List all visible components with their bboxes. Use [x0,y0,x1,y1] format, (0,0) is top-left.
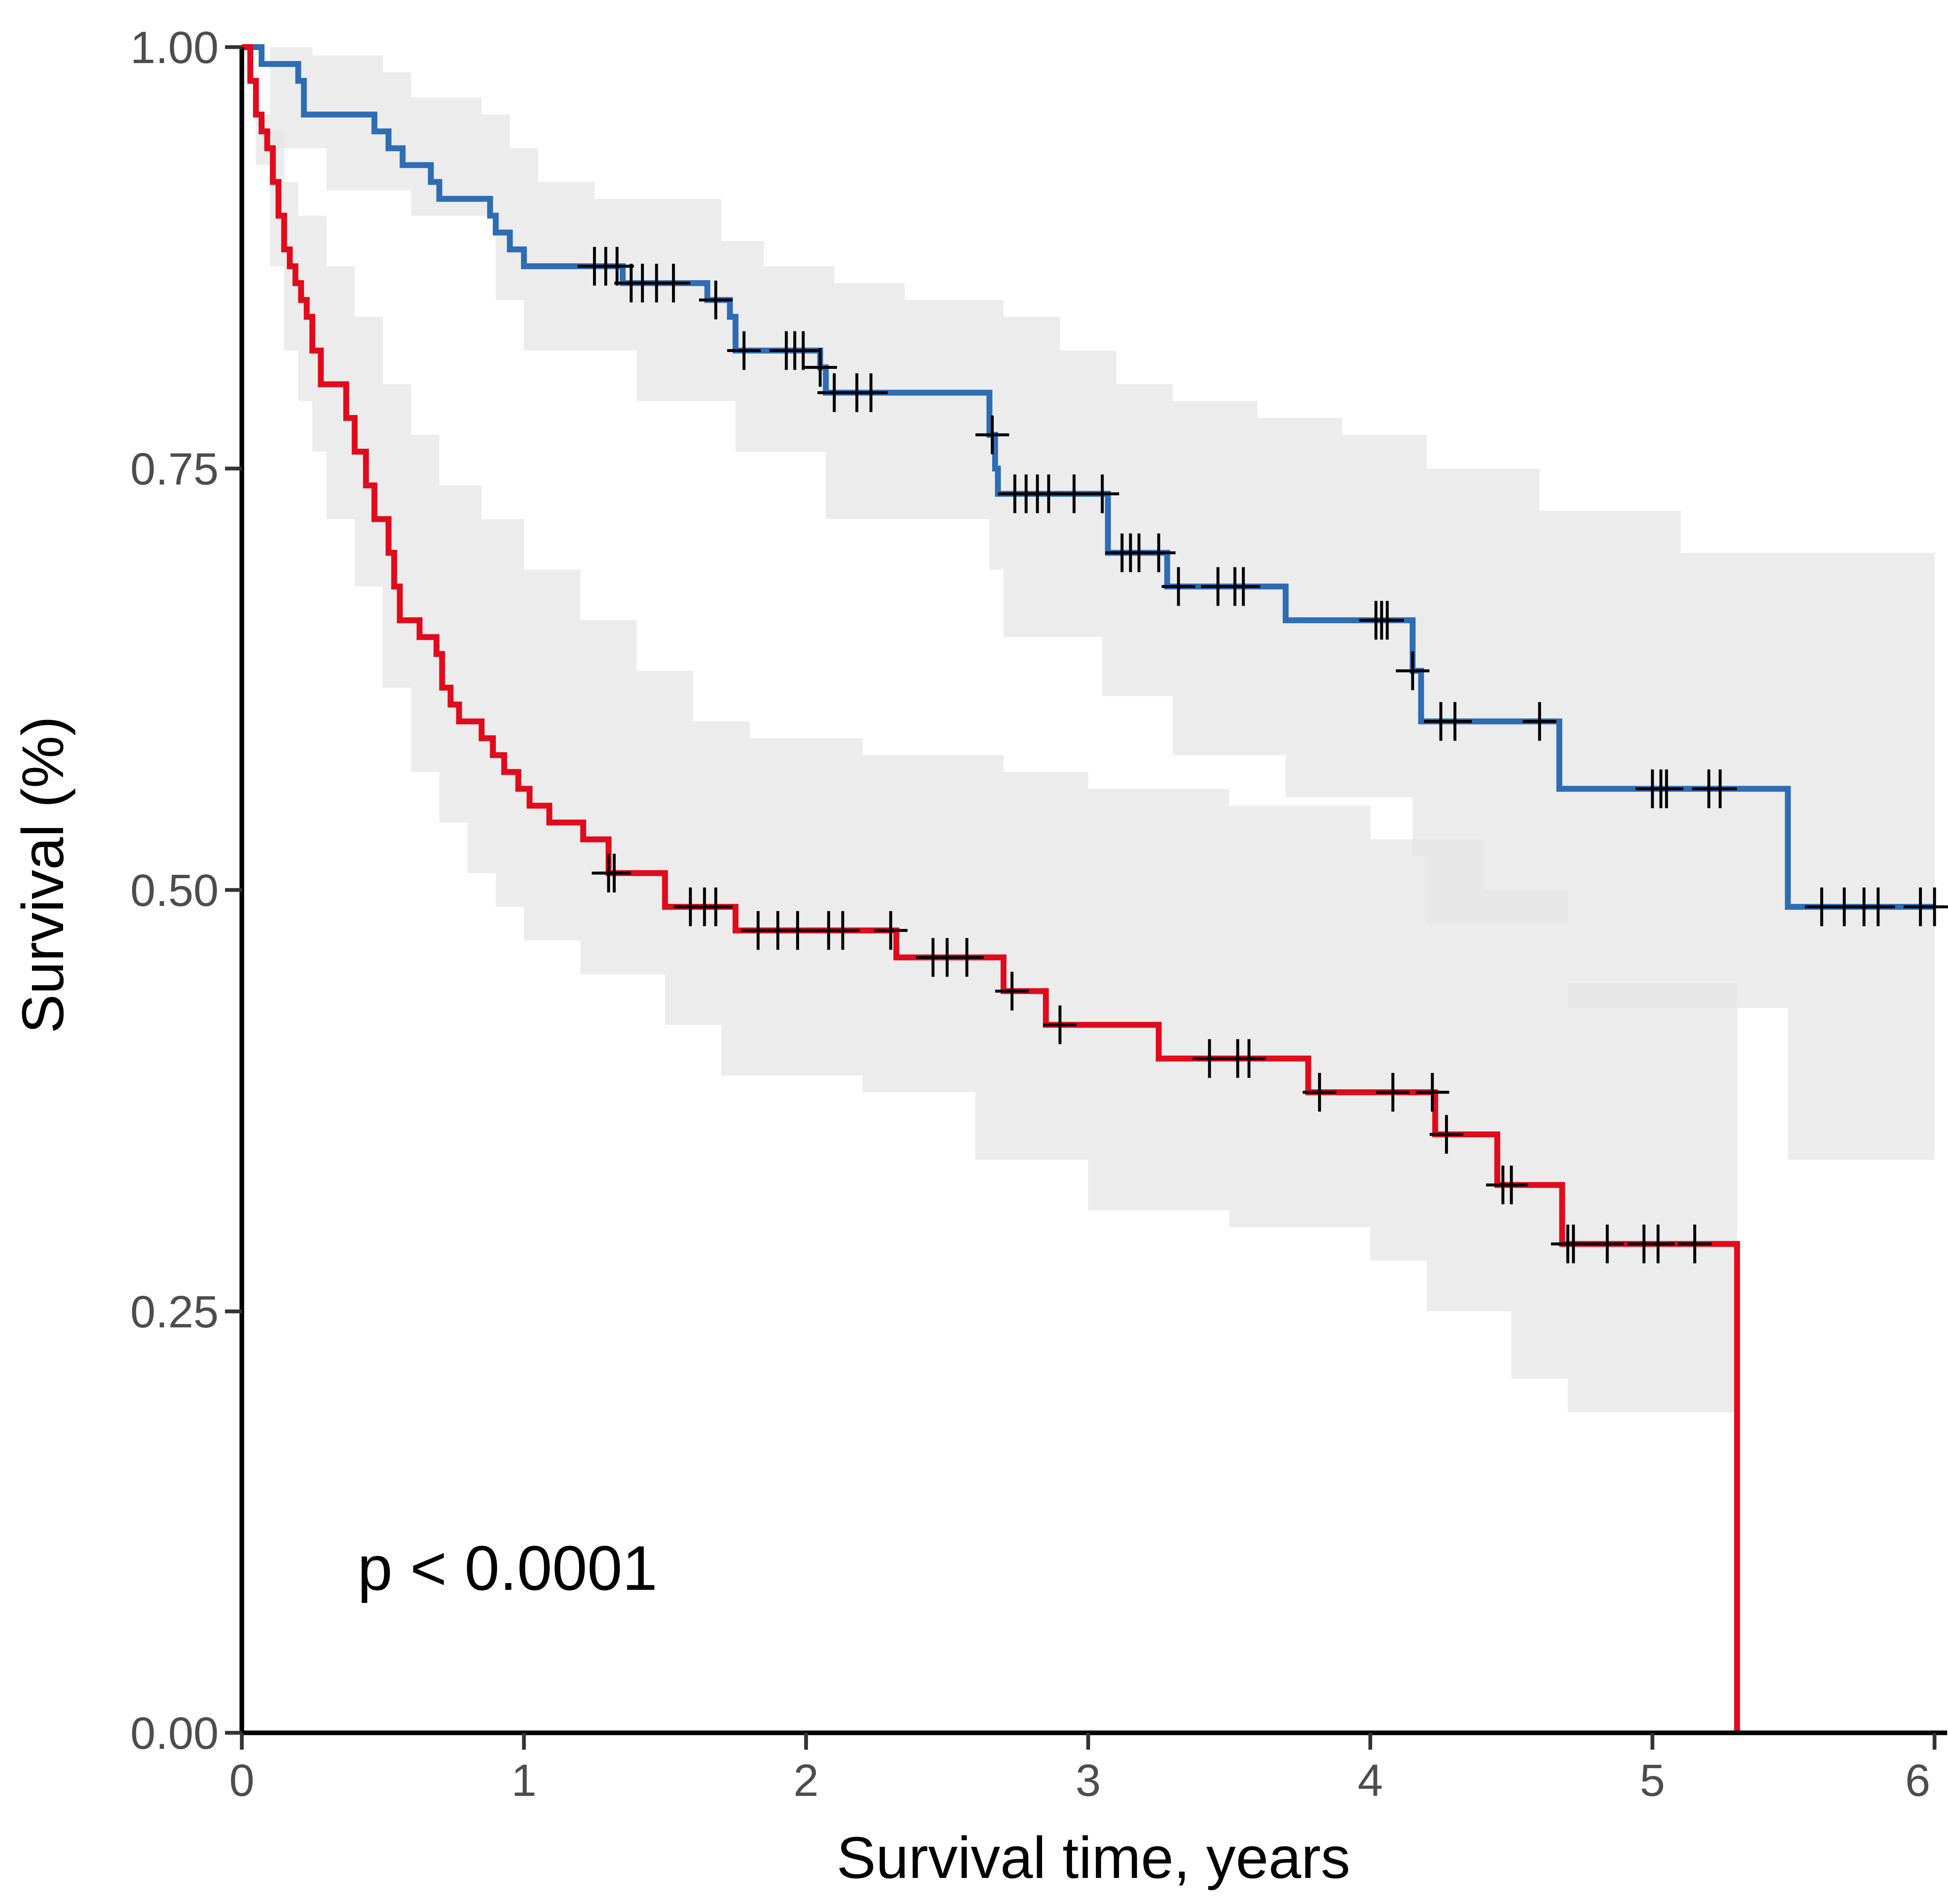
censor-mark [995,972,1029,1011]
y-tick-label: 0.50 [130,865,219,916]
censor-mark [975,415,1009,454]
p-value-annotation: p < 0.0001 [357,1533,657,1603]
censor-mark [1415,1072,1449,1112]
censor-mark [727,331,761,370]
censor-mark [1556,1224,1591,1263]
x-tick-label: 3 [1075,1755,1101,1806]
censor-marks [577,247,1948,1263]
x-tick-label: 6 [1905,1755,1930,1806]
censor-mark [1085,474,1120,514]
censor-mark [600,247,634,286]
censor-mark [1429,1115,1464,1154]
y-axis-title: Survival (%) [10,716,76,1034]
censor-mark [1043,1005,1077,1044]
censor-mark [656,264,691,303]
censor-mark [597,853,631,892]
y-tick-label: 0.75 [130,443,219,494]
confidence-bands [242,47,1935,1413]
censor-mark [1232,1039,1266,1078]
censor-mark [1302,1072,1337,1112]
censor-mark [1438,702,1472,741]
censor-mark [1395,651,1429,690]
censor-mark [873,911,908,950]
censor-mark [826,911,860,950]
censor-mark [1057,474,1091,514]
censor-mark [786,331,820,370]
censor-mark [1494,1165,1528,1205]
x-tick-label: 5 [1640,1755,1665,1806]
x-tick-label: 2 [794,1755,819,1806]
ci-band-series-2 [242,47,1737,1413]
x-tick-label: 0 [229,1755,254,1806]
censor-mark [1370,601,1404,640]
x-axis-title: Survival time, years [836,1825,1350,1891]
censor-mark [1678,1224,1712,1263]
censor-mark [1192,1039,1226,1078]
censor-mark [781,911,815,950]
censor-mark [854,373,888,412]
censor-mark [1703,769,1737,808]
censor-mark [1142,533,1176,572]
censor-mark [803,348,837,387]
censor-mark [699,887,733,927]
censor-mark [1226,567,1260,606]
censor-mark [1641,1224,1675,1263]
x-tick-label: 1 [511,1755,537,1806]
axes: 0.00 0.25 0.50 0.75 1.00 0 1 2 3 4 5 6 [130,22,1947,1806]
y-tick-label: 0.00 [130,1708,219,1758]
x-tick-label: 4 [1358,1755,1383,1806]
censor-mark [1649,769,1683,808]
censor-mark [1376,1072,1410,1112]
censor-mark [1162,567,1196,606]
censor-mark [1522,702,1556,741]
censor-mark [1918,887,1948,927]
ci-band-series-1 [242,47,1935,1160]
censor-mark [950,938,984,977]
y-tick-label: 0.25 [130,1286,219,1337]
censor-mark [1590,1224,1624,1263]
censor-mark [699,281,733,320]
survival-line-series-2 [242,44,1740,1733]
y-tick-label: 1.00 [130,22,219,73]
censor-mark [1861,887,1895,927]
